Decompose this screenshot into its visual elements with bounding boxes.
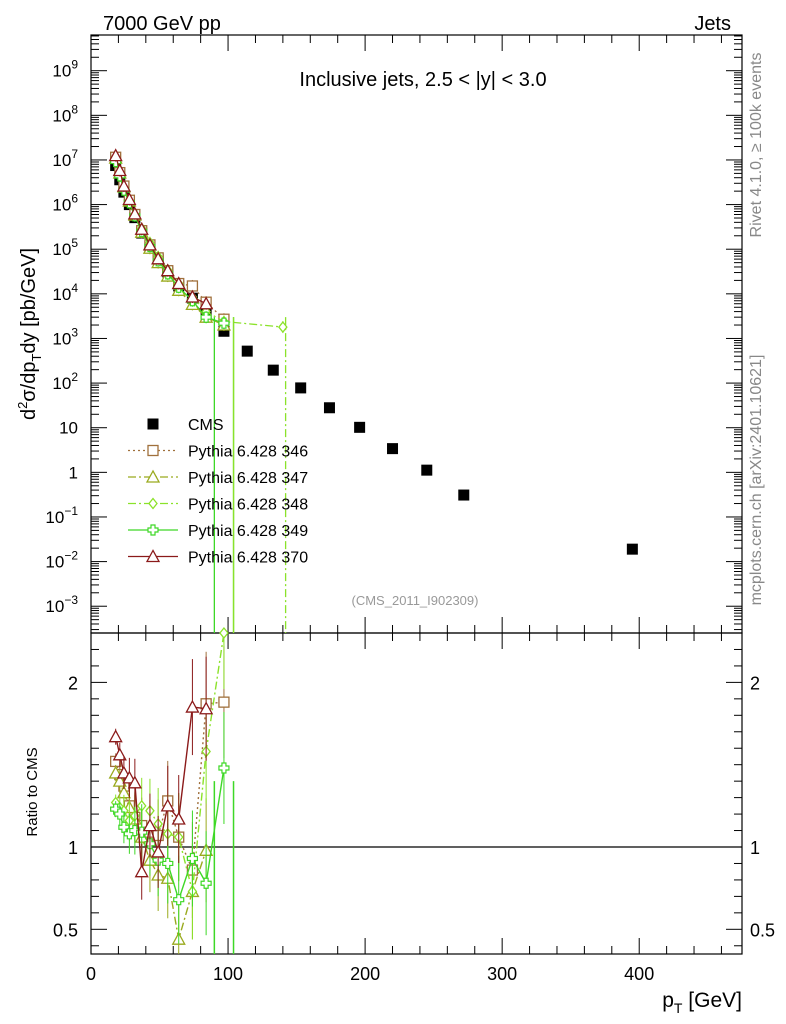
- x-tick-label: 300: [487, 964, 517, 984]
- ratio-point-p370: [142, 818, 158, 832]
- legend-marker-p370: [145, 549, 161, 563]
- chart-title: Inclusive jets, 2.5 < |y| < 3.0: [299, 69, 546, 91]
- ratio-y-tick-label: 0.5: [53, 920, 78, 940]
- data-point-p370: [199, 296, 214, 310]
- data-point-p370: [108, 148, 123, 162]
- data-point-p370: [127, 206, 142, 220]
- ratio-point-p370: [171, 811, 186, 825]
- ratio-point-p370: [127, 775, 142, 789]
- y-tick-label: 108: [52, 102, 78, 125]
- data-point-p370: [151, 251, 166, 265]
- ratio-point-p370: [151, 844, 166, 858]
- y-axis-label: d2σ/dpTdy [pb/GeV]: [15, 248, 44, 420]
- data-point-p348: [278, 321, 288, 334]
- data-point-p370: [160, 263, 175, 277]
- legend-label-p348: Pythia 6.428 348: [188, 497, 308, 514]
- y-tick-label: 10−2: [45, 549, 78, 572]
- data-point-cms: [626, 543, 638, 555]
- data-point-cms: [218, 325, 230, 337]
- ratio-y-tick-label-right: 2: [750, 673, 760, 693]
- data-point-cms: [458, 489, 470, 501]
- y-tick-label: 10: [59, 419, 78, 438]
- y-tick-label: 107: [52, 147, 78, 170]
- header-right: Jets: [694, 13, 731, 35]
- legend-label-p347: Pythia 6.428 347: [188, 470, 308, 487]
- data-point-p370: [116, 178, 131, 192]
- data-point-p370: [112, 163, 127, 177]
- ratio-point-p370: [134, 864, 149, 878]
- y-tick-label: 109: [52, 58, 78, 81]
- series-line-p348: [115, 160, 283, 328]
- legend-marker-cms: [147, 418, 159, 430]
- ratio-point-p349: [129, 824, 141, 837]
- legend-label-p346: Pythia 6.428 346: [188, 444, 308, 461]
- ratio-point-p370: [112, 747, 127, 761]
- side-text-rivet: Rivet 4.1.0, ≥ 100k events: [748, 53, 765, 238]
- legend-marker-p348: [148, 497, 158, 510]
- data-point-p370: [171, 276, 186, 290]
- legend-label-p349: Pythia 6.428 349: [188, 523, 308, 540]
- legend-marker-p349: [147, 524, 159, 536]
- data-point-p370: [122, 192, 137, 206]
- legend-marker-p346: [147, 444, 159, 457]
- y-tick-label: 10−3: [45, 593, 78, 616]
- ratio-y-tick-label-right: 0.5: [750, 920, 775, 940]
- ratio-point-p349: [173, 894, 185, 906]
- ratio-point-p349: [186, 852, 199, 865]
- data-point-p370: [134, 221, 149, 235]
- ratio-point-p370: [160, 798, 175, 812]
- data-point-cms: [267, 364, 279, 376]
- side-text-mcplots: mcplots.cern.ch [arXiv:2401.10621]: [748, 355, 765, 606]
- x-tick-label: 400: [624, 964, 654, 984]
- ratio-y-tick-label: 1: [68, 838, 78, 858]
- data-point-p346: [186, 280, 199, 292]
- main-panel-frame: [90, 34, 743, 634]
- ratio-point-p349: [162, 857, 174, 870]
- ratio-point-p349: [200, 877, 212, 889]
- ratio-data-layer: [108, 626, 235, 954]
- data-point-p370: [185, 289, 200, 303]
- legend-label-p370: Pythia 6.428 370: [188, 550, 308, 567]
- axes-layer: 10910810710610510410310210110−110−210−30…: [45, 35, 775, 984]
- series-line-p346: [115, 157, 225, 320]
- analysis-annotation: (CMS_2011_I902309): [352, 593, 479, 608]
- y-tick-label: 106: [52, 192, 78, 215]
- ratio-point-p349: [218, 762, 230, 774]
- data-point-p349: [218, 317, 230, 329]
- data-point-p349: [200, 311, 212, 323]
- x-tick-label: 0: [86, 964, 96, 984]
- ratio-point-p346: [218, 696, 230, 708]
- legend: CMS Pythia 6.428 346 Pythia 6.428 347 Pythi…: [128, 417, 308, 567]
- data-point-cms: [323, 402, 335, 414]
- data-point-p370: [142, 237, 158, 251]
- y-tick-label: 1: [69, 463, 78, 482]
- legend-marker-p347: [145, 469, 161, 483]
- y-tick-label: 10−1: [45, 504, 78, 527]
- data-point-cms: [354, 421, 366, 433]
- y-tick-label: 102: [52, 370, 78, 393]
- x-axis-label: pT [GeV]: [662, 989, 742, 1016]
- ratio-panel-frame: [90, 632, 743, 955]
- x-tick-label: 200: [350, 964, 380, 984]
- ratio-y-axis-label: Ratio to CMS: [24, 747, 41, 836]
- ratio-y-tick-label: 2: [68, 673, 78, 693]
- main-data-layer: [108, 148, 638, 633]
- ratio-point-p370: [199, 701, 214, 715]
- data-point-cms: [295, 382, 307, 394]
- data-point-cms: [387, 443, 399, 455]
- ratio-y-tick-label-right: 1: [750, 838, 760, 858]
- ratio-point-p370: [185, 699, 200, 713]
- ratio-point-p349: [114, 808, 126, 820]
- y-tick-label: 104: [52, 281, 78, 304]
- x-tick-label: 100: [213, 964, 243, 984]
- data-point-cms: [241, 345, 253, 357]
- y-tick-label: 103: [52, 325, 78, 348]
- ratio-point-p370: [108, 729, 123, 743]
- ratio-point-p348: [219, 626, 229, 640]
- data-point-cms: [421, 464, 433, 476]
- y-tick-label: 105: [52, 236, 78, 259]
- header-left: 7000 GeV pp: [103, 13, 221, 35]
- legend-label-cms: CMS: [188, 417, 224, 434]
